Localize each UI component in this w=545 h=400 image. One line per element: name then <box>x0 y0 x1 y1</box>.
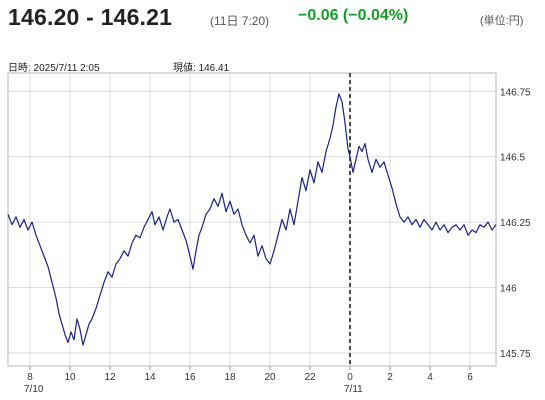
price-change: −0.06 (−0.04%) <box>298 7 409 24</box>
cursor-value: 現値: 146.41 <box>173 63 230 74</box>
x-date-label: 7/11 <box>344 384 363 395</box>
price-line <box>7 93 497 346</box>
x-tick-label: 6 <box>467 372 473 383</box>
x-tick-label: 16 <box>184 372 196 383</box>
x-tick-label: 20 <box>264 372 276 383</box>
y-tick-label: 146.75 <box>500 87 531 98</box>
plot-area <box>7 72 497 367</box>
quote-header: 146.20 - 146.21 (11日 7:20) −0.06 (−0.04%… <box>8 4 538 34</box>
x-date-label: 7/10 <box>24 384 44 395</box>
quote-time: (11日 7:20) <box>210 14 270 28</box>
y-tick-label: 146.5 <box>500 153 525 164</box>
x-tick-label: 18 <box>224 372 236 383</box>
x-tick-label: 14 <box>144 372 156 383</box>
x-tick-label: 12 <box>104 372 116 383</box>
y-tick-label: 145.75 <box>500 349 531 360</box>
x-tick-label: 8 <box>27 372 33 383</box>
x-tick-label: 2 <box>387 372 393 383</box>
x-tick-label: 10 <box>64 372 76 383</box>
chart-info-line: 日時: 2025/7/11 2:05 現値: 146.41 <box>8 59 528 74</box>
y-tick-label: 146.25 <box>500 218 531 229</box>
unit-label: (単位:円) <box>480 15 524 27</box>
price-range: 146.20 - 146.21 <box>8 4 173 30</box>
x-tick-label: 4 <box>427 372 433 383</box>
cursor-datetime: 日時: 2025/7/11 2:05 <box>8 63 100 74</box>
x-tick-label: 22 <box>304 372 316 383</box>
x-tick-label: 0 <box>347 372 353 383</box>
y-tick-label: 146 <box>500 284 517 295</box>
